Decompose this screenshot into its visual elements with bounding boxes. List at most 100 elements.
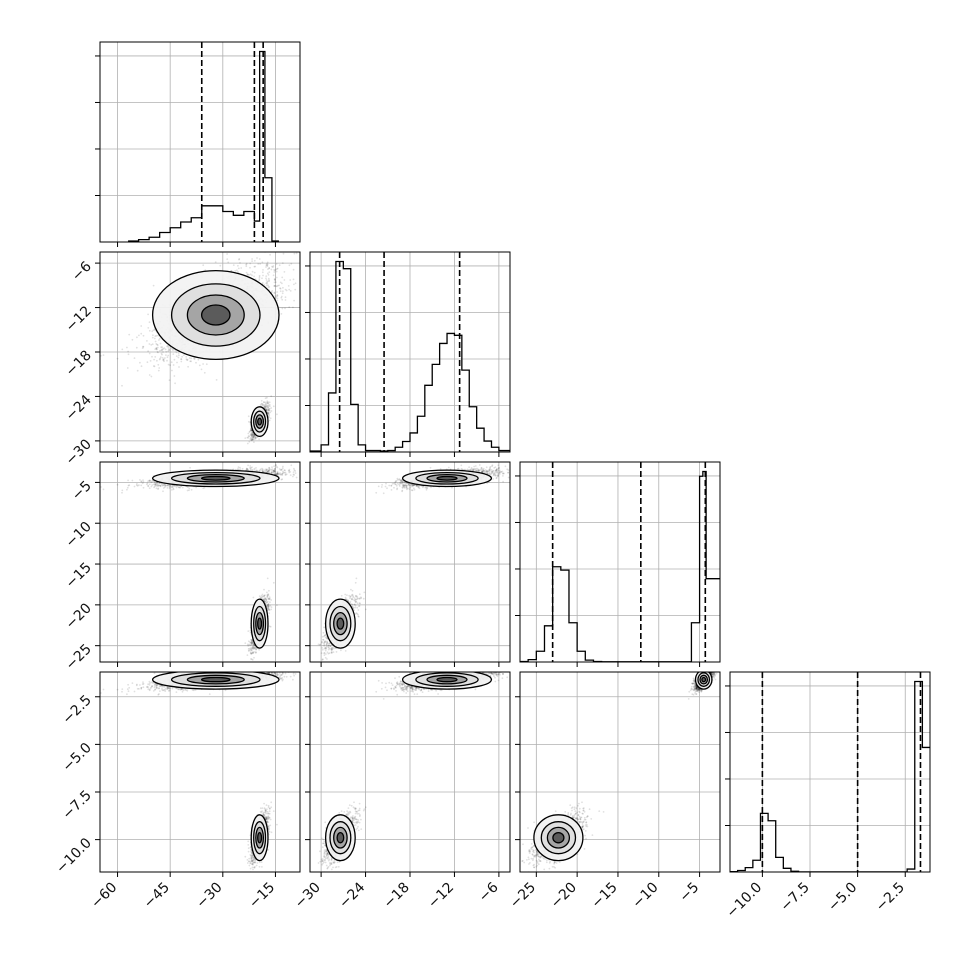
sample-point <box>270 407 273 409</box>
sample-point <box>251 433 254 436</box>
sample-point <box>268 279 270 282</box>
sample-point <box>272 266 274 268</box>
sample-point <box>265 279 268 281</box>
sample-point <box>142 479 144 482</box>
sample-point <box>179 486 181 489</box>
sample-point <box>268 408 270 411</box>
sample-point <box>266 402 269 405</box>
sample-point <box>148 343 151 345</box>
sample-point <box>278 264 281 267</box>
sample-point <box>285 289 288 292</box>
sample-point <box>167 348 170 351</box>
sample-point <box>148 329 151 332</box>
sample-point <box>263 407 266 409</box>
sample-point <box>245 467 248 470</box>
sample-point <box>265 409 268 412</box>
sample-point <box>234 270 237 272</box>
sample-point <box>152 329 155 332</box>
sample-point <box>266 471 269 474</box>
sample-point <box>164 486 166 488</box>
sample-point <box>268 271 271 273</box>
sample-point <box>237 267 240 270</box>
sample-point <box>190 488 193 491</box>
sample-point <box>276 470 279 473</box>
sample-point <box>154 356 157 358</box>
sample-point <box>267 277 270 280</box>
sample-point <box>258 276 261 279</box>
sample-point <box>171 486 174 488</box>
sample-point <box>267 406 269 409</box>
sample-point <box>157 351 159 354</box>
sample-point <box>251 258 254 260</box>
sample-point <box>146 340 148 342</box>
sample-point <box>160 346 163 348</box>
sample-point <box>287 469 290 472</box>
sample-point <box>116 357 119 360</box>
sample-point <box>261 271 264 274</box>
sample-point <box>160 352 163 355</box>
sample-point <box>162 359 165 362</box>
sample-point <box>268 409 270 412</box>
sample-point <box>156 346 159 349</box>
sample-point <box>274 295 277 297</box>
sample-point <box>251 270 254 273</box>
sample-point <box>140 480 143 482</box>
sample-point <box>279 281 282 284</box>
sample-point <box>189 360 192 363</box>
sample-point <box>275 296 278 299</box>
sample-point <box>258 438 260 441</box>
sample-point <box>240 267 243 269</box>
sample-point <box>166 345 169 347</box>
sample-point <box>253 259 256 262</box>
sample-point <box>249 427 252 430</box>
sample-point <box>152 284 155 287</box>
sample-point <box>267 405 270 407</box>
sample-points <box>100 464 313 662</box>
sample-point <box>249 262 252 265</box>
sample-point <box>153 365 156 368</box>
sample-point <box>151 484 154 486</box>
sample-point <box>168 487 171 490</box>
sample-point <box>272 471 274 474</box>
sample-point <box>150 375 153 378</box>
sample-point <box>245 263 248 266</box>
sample-point <box>139 361 141 364</box>
sample-point <box>262 470 264 473</box>
sample-point <box>128 333 131 336</box>
sample-point <box>257 263 260 265</box>
sample-point <box>167 346 170 349</box>
sample-point <box>174 485 177 488</box>
sample-point <box>116 483 119 486</box>
sample-point <box>165 350 168 353</box>
sample-point <box>282 290 284 293</box>
sample-point <box>136 483 138 485</box>
sample-point <box>181 486 184 489</box>
sample-point <box>268 469 271 472</box>
sample-point <box>246 468 248 470</box>
y-tick-label: −30 <box>63 436 95 468</box>
sample-point <box>188 357 191 359</box>
sample-point <box>253 435 255 438</box>
sample-point <box>258 279 261 282</box>
sample-point <box>261 404 264 407</box>
sample-point <box>263 406 266 409</box>
sample-point <box>135 346 138 349</box>
panel-1-0: −30−24−18−12−6 <box>63 244 301 469</box>
sample-point <box>249 433 252 436</box>
sample-point <box>203 486 206 489</box>
sample-point <box>162 484 165 487</box>
sample-point <box>174 382 177 385</box>
sample-point <box>250 439 253 442</box>
sample-point <box>159 357 162 360</box>
y-tick-label: −12 <box>63 303 95 335</box>
sample-point <box>254 265 257 268</box>
sample-point <box>236 269 238 272</box>
sample-point <box>311 469 313 471</box>
sample-point <box>281 478 284 481</box>
sample-point <box>258 274 261 277</box>
sample-point <box>147 350 150 353</box>
sample-point <box>273 281 276 284</box>
sample-point <box>236 244 238 246</box>
sample-point <box>237 264 239 267</box>
